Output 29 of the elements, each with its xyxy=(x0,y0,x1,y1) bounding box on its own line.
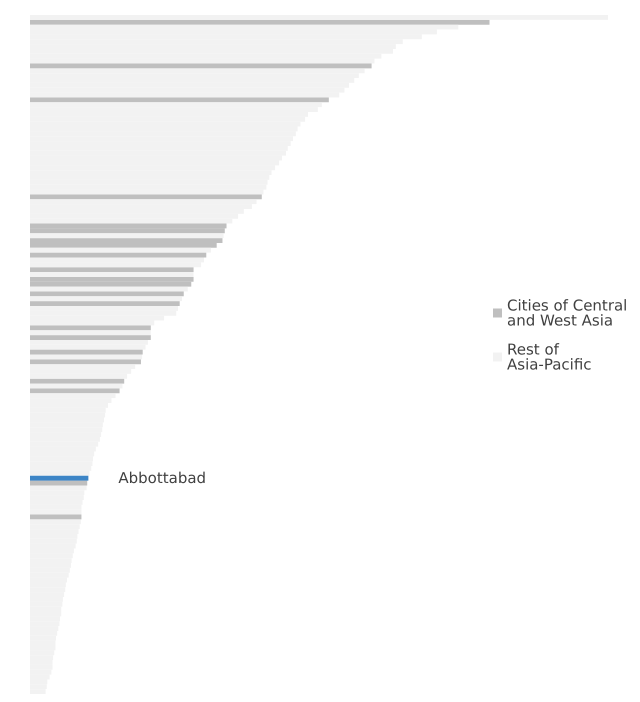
bar xyxy=(30,286,188,292)
bar xyxy=(30,15,608,20)
bar xyxy=(30,480,88,486)
bar xyxy=(30,64,372,68)
legend-label: Cities of Central and West Asia xyxy=(507,296,632,330)
annotation: Abbottabad xyxy=(118,469,206,488)
bar xyxy=(30,388,120,394)
bar xyxy=(30,20,490,25)
bar xyxy=(30,354,142,360)
bar xyxy=(30,384,122,388)
bar xyxy=(30,291,184,296)
bar xyxy=(30,330,151,336)
bar xyxy=(30,272,194,277)
bar xyxy=(30,476,88,481)
bar xyxy=(30,378,124,384)
bar xyxy=(30,350,143,354)
bar xyxy=(30,267,194,272)
bar xyxy=(30,325,151,330)
bar xyxy=(30,301,180,306)
legend-label: Rest of Asia-Pacific xyxy=(507,340,592,374)
bar xyxy=(30,194,262,200)
bar xyxy=(30,514,82,520)
bar xyxy=(30,296,182,302)
bar xyxy=(30,359,141,364)
bar xyxy=(30,335,151,340)
bar xyxy=(30,252,206,258)
bar xyxy=(30,248,211,253)
bar xyxy=(30,97,329,102)
bar xyxy=(30,233,224,238)
